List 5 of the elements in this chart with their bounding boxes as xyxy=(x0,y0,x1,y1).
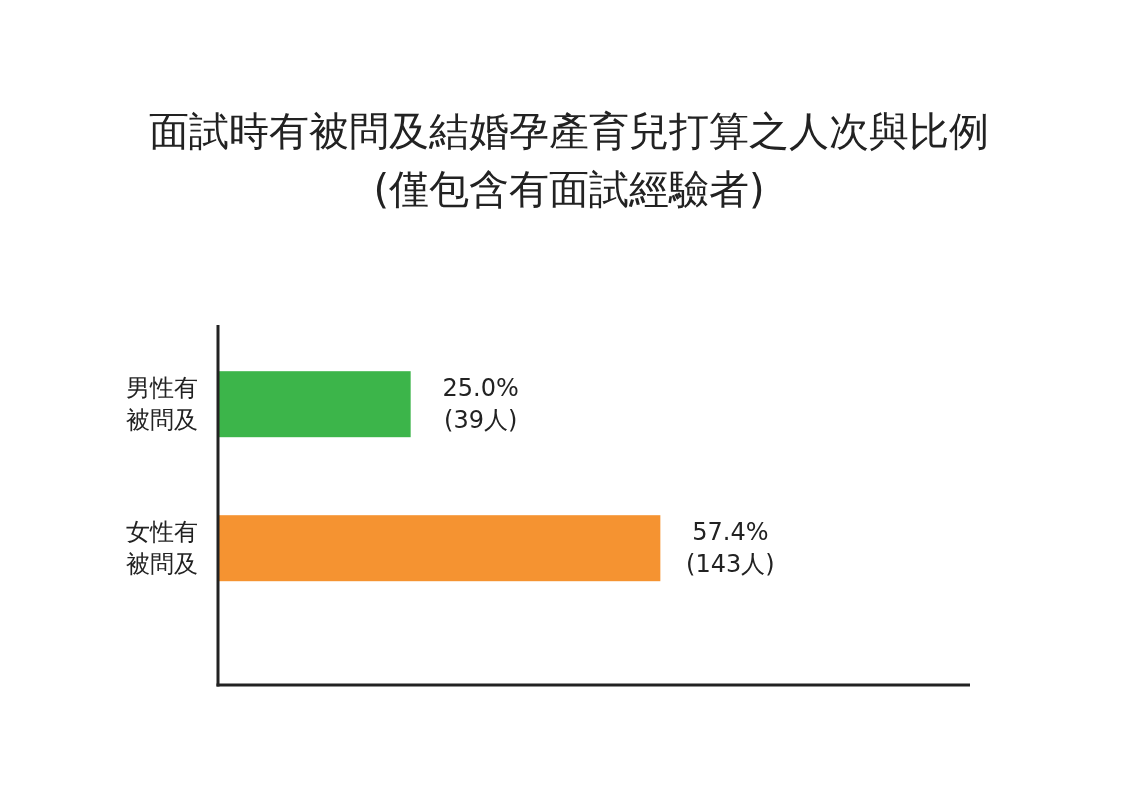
y-tick-label: 女性有被問及 xyxy=(126,518,198,579)
data-label: 57.4% (143人) xyxy=(686,518,775,579)
chart-title: 面試時有被問及結婚孕產育兒打算之人次與比例 (僅包含有面試經驗者) xyxy=(149,108,989,212)
data-label: 25.0% (39人) xyxy=(442,374,519,435)
y-tick-label: 男性有被問及 xyxy=(126,374,198,435)
